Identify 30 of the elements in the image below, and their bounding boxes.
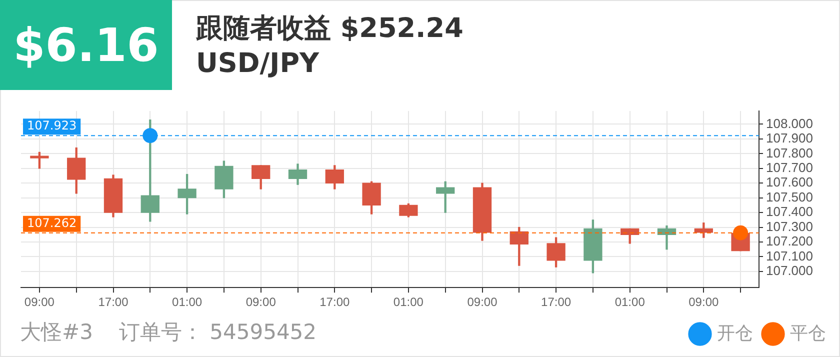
y-tick-label: 107.600 — [766, 174, 813, 190]
text: $6.16 — [0, 0, 172, 90]
y-tick-label: 107.400 — [766, 204, 813, 220]
text: 大怪#3 — [20, 320, 93, 344]
y-tick-label: 107.700 — [766, 160, 813, 175]
text: 订单号： 54595452 — [118, 320, 317, 344]
ref-line-label: 107.923 — [27, 118, 77, 133]
x-tick-label: 01:00 — [172, 295, 202, 310]
y-tick-label: 107.100 — [766, 248, 813, 264]
x-tick-label: 09:00 — [467, 295, 498, 310]
x-tick-label: 17:00 — [320, 295, 350, 310]
y-tick-label: 107.900 — [766, 130, 813, 146]
y-tick-label: 107.500 — [766, 189, 813, 204]
y-tick-label: 108.000 — [766, 116, 813, 131]
ref-line-label: 107.262 — [27, 216, 77, 230]
x-tick-label: 17:00 — [541, 295, 572, 310]
legend-label: 平仓 — [790, 322, 826, 343]
y-tick-label: 107.800 — [766, 145, 813, 160]
y-tick-label: 107.300 — [766, 218, 813, 234]
y-tick-label: 107.000 — [766, 262, 813, 278]
x-tick-label: 09:00 — [688, 295, 719, 310]
y-tick-label: 107.200 — [766, 234, 813, 249]
x-tick-label: 01:00 — [393, 295, 424, 310]
x-tick-label: 09:00 — [246, 295, 276, 310]
chart-title: 跟随者收益 $252.24 — [196, 12, 464, 46]
chart-subtitle: USD/JPY — [196, 48, 320, 79]
legend-label: 开仓 — [717, 322, 753, 343]
x-tick-label: 17:00 — [98, 295, 129, 310]
x-tick-label: 01:00 — [614, 295, 646, 310]
x-tick-label: 09:00 — [24, 295, 55, 310]
